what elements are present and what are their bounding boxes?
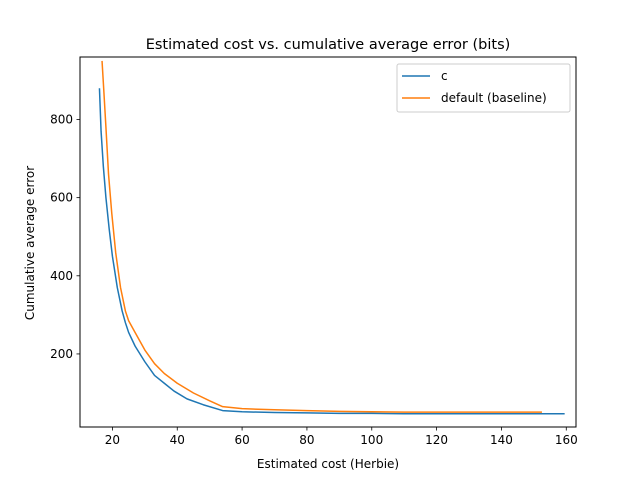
y-tick-label: 600: [50, 191, 73, 205]
legend-label-default-baseline: default (baseline): [441, 91, 547, 105]
series-lines-layer: [98, 60, 565, 415]
chart-title: Estimated cost vs. cumulative average er…: [146, 37, 511, 53]
x-tick-label: 80: [299, 433, 314, 447]
y-axis-label: Cumulative average error: [23, 166, 37, 320]
x-tick-label: 120: [425, 433, 448, 447]
plot-area-frame: [79, 56, 577, 428]
x-tick-label: 100: [360, 433, 383, 447]
x-tick-label: 140: [490, 433, 513, 447]
x-tick-label: 40: [170, 433, 185, 447]
x-tick-label: 160: [555, 433, 578, 447]
x-tick-label: 20: [105, 433, 120, 447]
legend: c default (baseline): [396, 63, 571, 113]
series-line-c: [98, 88, 565, 415]
y-tick-label: 200: [50, 347, 73, 361]
x-axis-label: Estimated cost (Herbie): [257, 457, 399, 471]
series-line-default-baseline: [101, 60, 542, 413]
y-tick-label: 400: [50, 269, 73, 283]
y-axis-ticks: 200 400 600 800: [50, 113, 80, 361]
x-axis-ticks: 20 40 60 80 100 120 140 160: [105, 427, 578, 447]
x-tick-label: 60: [234, 433, 249, 447]
legend-label-c: c: [441, 69, 448, 83]
legend-box: [396, 63, 571, 113]
y-tick-label: 800: [50, 113, 73, 127]
